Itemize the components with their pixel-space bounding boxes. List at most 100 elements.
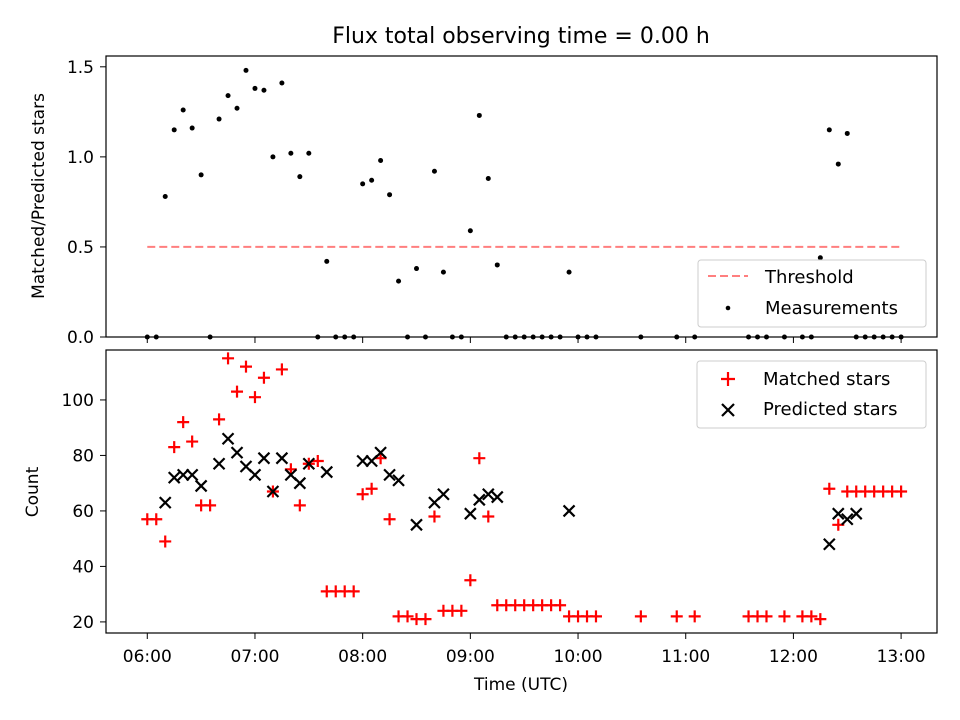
measurements-legend-label: Measurements [765, 298, 898, 319]
predicted-legend-label: Predicted stars [763, 399, 897, 420]
top-y-tick-label: 1.0 [67, 148, 94, 168]
bottom-points-layer [141, 352, 908, 626]
x-axis-label: Time (UTC) [473, 675, 568, 695]
bottom-axes-frame [105, 349, 938, 634]
x-tick-label: 12:00 [769, 647, 818, 667]
matched-star-point [814, 613, 827, 626]
matched-star-point [159, 535, 172, 548]
predicted-star-point [410, 518, 423, 532]
matched-star-point [177, 416, 190, 429]
matched-star-point [311, 454, 324, 467]
top-y-axis-label: Matched/Predicted stars [29, 93, 49, 299]
measurement-point [180, 107, 186, 113]
measurement-point [485, 175, 491, 181]
predicted-star-point [464, 507, 477, 520]
matched-legend-swatch [721, 372, 735, 386]
measurements-legend-swatch [725, 305, 731, 311]
matched-star-point [150, 513, 163, 526]
matched-star-point [204, 499, 217, 512]
x-tick-label: 09:00 [446, 647, 495, 667]
matched-star-point [778, 610, 791, 623]
top-legend-box [697, 259, 927, 328]
measurement-point [261, 87, 267, 93]
predicted-star-point [212, 457, 226, 471]
bottom-y-tick-label: 80 [72, 446, 94, 466]
predicted-star-point [302, 457, 316, 471]
matched-star-point [231, 385, 244, 398]
matched-star-point [634, 610, 647, 623]
matched-star-point [805, 610, 818, 623]
matched-star-point [589, 610, 602, 623]
measurement-point [387, 192, 393, 198]
measurement-point [826, 127, 832, 133]
matched-star-point [186, 435, 199, 448]
measurement-point [252, 85, 258, 91]
bottom-legend: Matched stars Predicted stars [696, 360, 927, 429]
measurement-point [835, 161, 841, 167]
top-axes-frame [105, 55, 938, 338]
top-y-tick-label: 1.5 [67, 58, 94, 78]
matched-star-point [670, 610, 683, 623]
matched-star-point [213, 413, 226, 426]
measurement-point [369, 177, 375, 183]
predicted-star-point [248, 468, 262, 482]
predicted-star-point [293, 476, 307, 490]
matched-star-point [419, 613, 432, 626]
predicted-star-point [473, 493, 486, 507]
matched-star-point [168, 441, 181, 454]
predicted-star-point [437, 487, 450, 501]
predicted-star-point [490, 490, 504, 504]
measurement-point [297, 174, 303, 180]
matched-star-point [428, 510, 441, 523]
predicted-star-point [158, 496, 172, 509]
matched-star-point [222, 352, 235, 365]
measurement-point [467, 228, 473, 234]
measurement-point [440, 269, 446, 275]
measurement-point [494, 262, 500, 268]
measurement-point [378, 157, 384, 163]
predicted-star-point [562, 504, 576, 518]
predicted-star-point [257, 451, 271, 465]
matched-star-point [482, 510, 495, 523]
x-tick-label: 07:00 [230, 647, 279, 667]
measurement-point [171, 127, 177, 133]
measurement-point [279, 80, 285, 86]
matched-star-point [356, 488, 369, 501]
measurement-point [431, 168, 437, 174]
measurement-point [270, 154, 276, 160]
predicted-star-point [167, 471, 181, 484]
measurement-point [225, 93, 231, 99]
predicted-star-point [392, 474, 405, 487]
predicted-star-point [840, 512, 854, 526]
measurement-point [324, 258, 330, 264]
predicted-star-point [383, 468, 396, 482]
predicted-star-point [482, 487, 495, 501]
bottom-y-tick-label: 40 [72, 557, 94, 577]
x-tick-label: 06:00 [123, 647, 172, 667]
measurement-point [243, 67, 249, 73]
measurement-point [162, 194, 168, 199]
measurement-point [396, 278, 402, 284]
top-x-ticks [146, 337, 902, 343]
top-y-tick-label: 0.0 [67, 328, 94, 348]
measurement-point [198, 172, 204, 178]
matched-star-point [473, 452, 486, 465]
figure-title: Flux total observing time = 0.00 h [332, 24, 710, 49]
predicted-star-point [221, 432, 235, 446]
measurement-point [844, 130, 850, 136]
measurement-point [476, 112, 482, 118]
matched-star-point [464, 574, 477, 587]
predicted-star-point [185, 468, 199, 482]
predicted-star-point [832, 507, 845, 520]
matched-legend-label: Matched stars [763, 369, 890, 390]
measurement-point [414, 266, 420, 272]
measurement-point [288, 150, 294, 156]
threshold-legend-label: Threshold [764, 267, 854, 288]
bottom-legend-box [696, 360, 927, 429]
predicted-star-point [275, 451, 289, 465]
matched-star-point [760, 610, 773, 623]
bottom-y-ticks: 20 40 60 80 100 [62, 391, 106, 633]
matched-star-point [293, 499, 306, 512]
predicted-star-point [266, 485, 280, 498]
